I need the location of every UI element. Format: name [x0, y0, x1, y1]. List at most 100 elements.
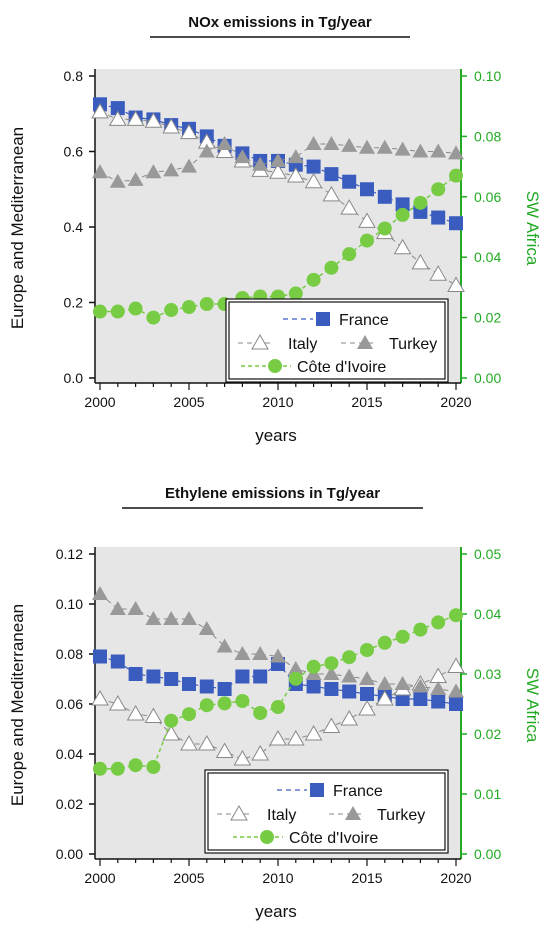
chart-1: NOx emissions in Tg/year 0.0 0.2 0.4 0.6 0.8 0… — [8, 14, 542, 445]
data-point — [413, 692, 428, 706]
y2-tick-label: 0.03 — [474, 666, 501, 682]
y2-tick-label: 0.01 — [474, 786, 501, 802]
data-point — [304, 724, 323, 741]
data-point — [128, 301, 143, 316]
x-tick-label: 2005 — [173, 870, 204, 886]
data-point — [323, 666, 340, 680]
data-point — [216, 638, 233, 653]
data-point — [181, 611, 197, 625]
data-point — [127, 601, 144, 615]
data-point — [412, 678, 429, 693]
chart-2: Ethylene emissions in Tg/year 0.00 0.02 0.0… — [8, 485, 542, 921]
series-c-te-d-ivoire — [93, 608, 463, 776]
data-point — [358, 699, 376, 716]
legend-label-italy: Italy — [288, 336, 317, 353]
legend-label-turkey: Turkey — [377, 807, 425, 824]
data-point — [217, 682, 232, 696]
data-point — [447, 657, 465, 673]
legend-inner-frame — [228, 301, 446, 380]
legend-marker-italy — [251, 333, 269, 350]
legend-label-cote: Côte d'Ivoire — [297, 359, 386, 376]
data-point — [253, 706, 268, 720]
y-tick-label: 0.8 — [64, 68, 84, 84]
data-point — [164, 672, 179, 686]
data-point — [162, 724, 181, 741]
data-point — [395, 629, 410, 644]
y-tick-label: 0.12 — [56, 546, 83, 562]
y-axis-label: Europe and Mediterranean — [8, 127, 27, 329]
y2-tick-label: 0.06 — [474, 189, 501, 205]
data-point — [394, 676, 411, 690]
y-tick-label: 0.10 — [56, 596, 83, 612]
x-axis-label: years — [255, 902, 297, 921]
y2-tick-label: 0.00 — [474, 846, 501, 862]
y-tick-label: 0.08 — [56, 646, 83, 662]
data-point — [413, 195, 428, 210]
data-point — [198, 621, 215, 635]
y-tick-label: 0.00 — [56, 846, 83, 862]
data-point — [324, 260, 339, 275]
data-point — [322, 185, 341, 202]
data-point — [215, 142, 234, 158]
legend-label-italy: Italy — [267, 807, 296, 824]
data-point — [163, 611, 180, 625]
chart-title: Ethylene emissions in Tg/year — [165, 485, 380, 502]
data-point — [269, 729, 287, 746]
data-point — [145, 164, 162, 179]
data-point — [359, 671, 375, 685]
legend-label-france: France — [333, 783, 383, 800]
data-point — [182, 677, 196, 691]
data-point — [342, 247, 357, 262]
data-point — [234, 646, 251, 660]
y-tick-label: 0.2 — [64, 295, 84, 311]
data-point — [376, 139, 393, 154]
legend-label-turkey: Turkey — [389, 336, 437, 353]
data-point — [215, 742, 234, 758]
y2-tick-label: 0.05 — [474, 546, 501, 562]
data-point — [360, 643, 374, 657]
y2-tick-label: 0.04 — [474, 606, 501, 622]
y2-tick-label: 0.02 — [474, 726, 501, 742]
data-point — [377, 221, 392, 236]
data-point — [199, 698, 214, 713]
data-point — [252, 156, 269, 171]
data-point — [288, 286, 303, 301]
data-point — [235, 694, 250, 708]
data-point — [127, 171, 144, 186]
y2-tick-label: 0.04 — [474, 249, 501, 265]
data-point — [128, 758, 143, 773]
data-point — [270, 152, 286, 167]
x-tick-label: 2005 — [173, 394, 204, 410]
data-point — [288, 671, 303, 686]
series-line — [99, 593, 457, 692]
data-point — [233, 749, 252, 766]
legend-marker-cote — [260, 830, 274, 844]
data-point — [110, 761, 125, 776]
data-point — [199, 297, 214, 312]
legend-label-france: France — [339, 312, 389, 329]
data-point — [92, 586, 108, 600]
data-point — [269, 163, 287, 179]
y2-axis-label: SW Africa — [523, 191, 542, 266]
data-point — [376, 676, 393, 690]
data-point — [360, 182, 374, 197]
data-point — [271, 700, 285, 714]
data-point — [110, 654, 125, 669]
x-tick-label: 2000 — [84, 394, 115, 410]
data-point — [413, 622, 428, 637]
data-point — [252, 646, 269, 660]
data-point — [306, 659, 321, 674]
x-axis-label: years — [255, 426, 297, 445]
data-point — [448, 145, 464, 160]
series-turkey — [92, 135, 464, 188]
data-point — [449, 608, 463, 623]
data-point — [126, 110, 145, 126]
y2-tick-label: 0.10 — [474, 68, 501, 84]
data-point — [92, 164, 108, 179]
legend-inner-frame — [207, 772, 446, 851]
y-tick-label: 0.4 — [64, 219, 84, 235]
data-point — [431, 694, 446, 709]
